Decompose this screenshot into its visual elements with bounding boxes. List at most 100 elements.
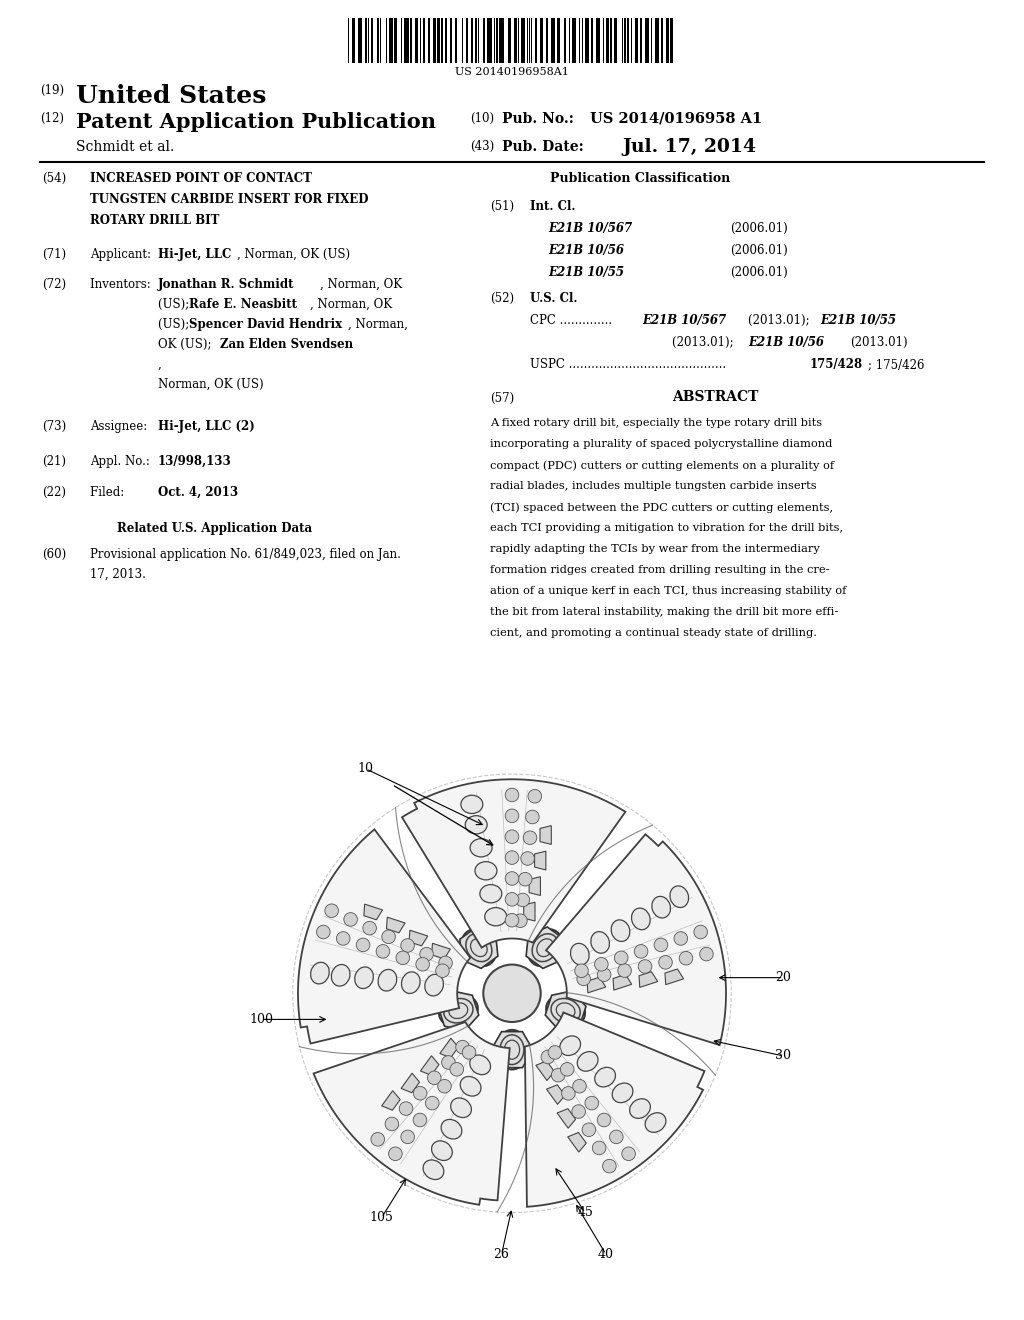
Text: Norman, OK (US): Norman, OK (US) [158,378,263,391]
Text: (22): (22) [42,486,66,499]
Text: (54): (54) [42,172,67,185]
Text: E21B 10/567: E21B 10/567 [642,314,726,327]
Circle shape [528,789,542,803]
Text: Related U.S. Application Data: Related U.S. Application Data [118,521,312,535]
Text: USPC ..........................................: USPC ...................................… [530,358,726,371]
Circle shape [525,810,540,824]
Ellipse shape [441,1119,462,1139]
Bar [455,18,458,63]
Text: United States: United States [76,84,266,108]
Text: incorporating a plurality of spaced polycrystalline diamond: incorporating a plurality of spaced poly… [490,440,833,449]
Circle shape [679,952,693,965]
Bar [557,18,560,63]
Bar [466,18,468,63]
Circle shape [614,950,628,965]
Circle shape [505,851,519,865]
Circle shape [435,964,450,978]
Circle shape [548,1045,562,1059]
Bar [572,18,575,63]
Circle shape [437,1080,452,1093]
Text: CPC ..............: CPC .............. [530,314,612,327]
Ellipse shape [578,1052,598,1072]
Text: OK (US);: OK (US); [158,338,215,351]
Text: ROTARY DRILL BIT: ROTARY DRILL BIT [90,214,219,227]
Polygon shape [432,944,451,958]
Text: compact (PDC) cutters or cutting elements on a plurality of: compact (PDC) cutters or cutting element… [490,459,835,470]
Polygon shape [298,829,470,1044]
Text: (43): (43) [470,140,495,153]
Polygon shape [364,904,383,920]
Circle shape [572,1080,587,1093]
Circle shape [585,1097,599,1110]
Bar [394,18,396,63]
Circle shape [609,1130,624,1143]
Circle shape [420,948,433,961]
Text: (73): (73) [42,420,67,433]
Bar [609,18,612,63]
Bar [514,18,517,63]
Bar [518,18,519,63]
Circle shape [622,1147,635,1160]
Text: Int. Cl.: Int. Cl. [530,201,575,213]
Ellipse shape [591,932,609,953]
Text: Spencer David Hendrix: Spencer David Hendrix [189,318,342,331]
Bar [475,18,477,63]
Polygon shape [557,1109,575,1129]
Bar [586,18,589,63]
Text: , Norman,: , Norman, [348,318,408,331]
Circle shape [483,965,541,1022]
Bar [622,18,623,63]
Circle shape [414,1086,427,1100]
Polygon shape [535,851,546,870]
Polygon shape [421,1056,439,1076]
Text: (10): (10) [470,112,495,125]
Text: Pub. No.:: Pub. No.: [502,112,573,125]
Ellipse shape [401,972,420,994]
Bar [420,18,421,63]
Text: Filed:: Filed: [90,486,151,499]
Bar [551,18,555,63]
Circle shape [362,921,377,935]
Circle shape [505,809,519,822]
Bar [410,18,412,63]
Circle shape [602,1159,616,1173]
Circle shape [399,1102,413,1115]
Circle shape [505,892,519,906]
Bar [569,18,570,63]
Text: , Norman, OK (US): , Norman, OK (US) [237,248,350,261]
Text: Provisional application No. 61/849,023, filed on Jan.: Provisional application No. 61/849,023, … [90,548,400,561]
Text: 40: 40 [598,1247,614,1261]
Circle shape [541,1051,555,1064]
Circle shape [389,1147,402,1160]
Circle shape [505,788,519,801]
Text: (19): (19) [40,84,65,96]
Bar [635,18,638,63]
Bar [416,18,418,63]
Bar [352,18,354,63]
Bar [500,18,504,63]
Polygon shape [613,974,632,990]
Text: 13/998,133: 13/998,133 [158,455,231,469]
Ellipse shape [461,795,482,813]
Circle shape [521,851,535,866]
Ellipse shape [560,1036,581,1056]
Text: Hi-Jet, LLC: Hi-Jet, LLC [158,248,231,261]
Bar [445,18,447,63]
Circle shape [595,957,608,972]
Polygon shape [567,1133,587,1152]
Polygon shape [547,1085,565,1105]
Polygon shape [401,1073,420,1093]
Circle shape [617,964,632,977]
Bar [591,18,593,63]
Bar [368,18,369,63]
Circle shape [592,1140,606,1155]
Bar [358,18,362,63]
Bar [365,18,367,63]
Bar [386,18,387,63]
Ellipse shape [630,1098,650,1118]
Circle shape [441,1056,456,1069]
Ellipse shape [645,1113,666,1133]
Bar [527,18,528,63]
Bar [496,18,499,63]
Circle shape [597,968,611,982]
